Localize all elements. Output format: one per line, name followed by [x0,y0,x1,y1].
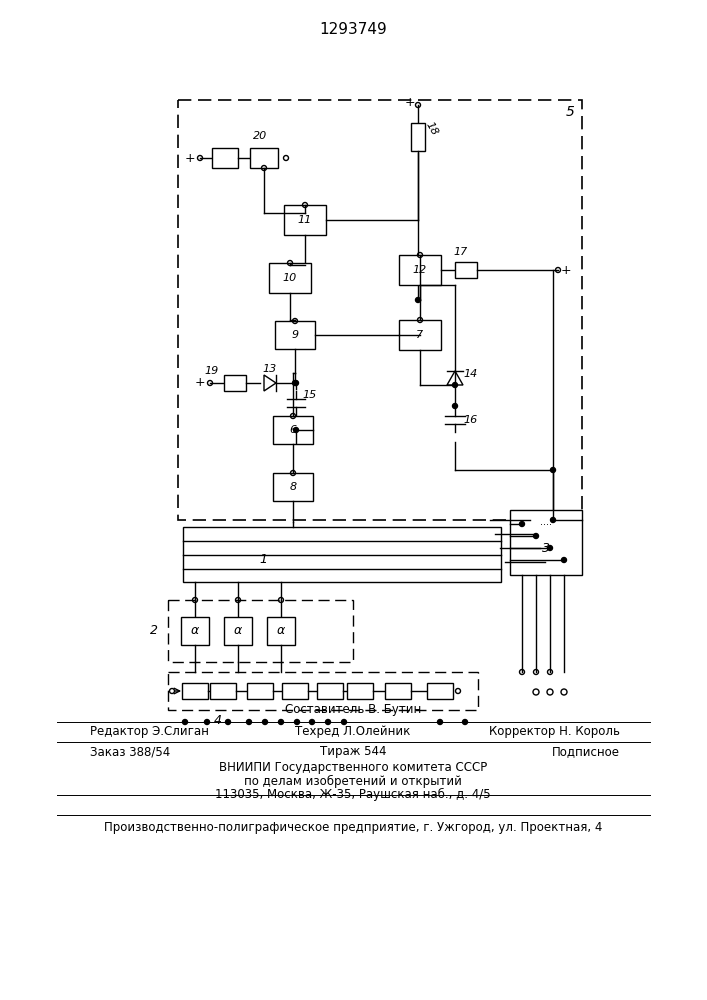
Text: +: + [185,151,195,164]
Bar [250,148,278,168]
Bar [385,683,411,699]
Text: Тираж 544: Тираж 544 [320,746,386,758]
Bar [178,100,582,520]
Text: 13: 13 [263,364,277,374]
Bar [399,320,441,350]
Text: Производственно-полиграфическое предприятие, г. Ужгород, ул. Проектная, 4: Производственно-полиграфическое предприя… [104,822,602,834]
Bar [284,205,326,235]
Text: 5: 5 [566,105,574,119]
Text: 15: 15 [303,390,317,400]
Bar [317,683,343,699]
Text: 113035, Москва, Ж-35, Раушская наб., д. 4/5: 113035, Москва, Ж-35, Раушская наб., д. … [215,787,491,801]
Text: α: α [191,624,199,638]
Bar [399,255,441,285]
Circle shape [325,720,330,724]
Bar [168,672,478,710]
Text: 6: 6 [289,425,296,435]
Circle shape [293,380,298,385]
Circle shape [462,720,467,724]
Bar [212,148,238,168]
Bar [411,123,425,151]
Circle shape [182,720,187,724]
Bar [182,683,208,699]
Circle shape [279,720,284,724]
Text: +: + [561,263,571,276]
Text: Подписное: Подписное [552,746,620,758]
Circle shape [438,720,443,724]
Circle shape [262,720,267,724]
Circle shape [226,720,230,724]
Bar [224,617,252,645]
Circle shape [295,720,300,724]
Text: Корректор Н. Король: Корректор Н. Король [489,726,620,738]
Bar [269,263,311,293]
Text: 11: 11 [298,215,312,225]
Text: 16: 16 [464,415,478,425]
Text: 20: 20 [253,131,267,141]
Text: ....: .... [540,517,552,527]
Bar [273,473,313,501]
Circle shape [547,546,552,550]
Bar [273,416,313,444]
Text: Редактор Э.Слиган: Редактор Э.Слиган [90,726,209,738]
Circle shape [310,720,315,724]
Bar [510,510,582,575]
Text: 2: 2 [150,624,158,638]
Text: +: + [404,96,415,108]
Bar [224,375,246,391]
Text: +: + [194,376,205,389]
Bar [455,262,477,278]
Text: 14: 14 [464,369,478,379]
Circle shape [341,720,346,724]
Text: по делам изобретений и открытий: по делам изобретений и открытий [244,774,462,788]
Circle shape [247,720,252,724]
Text: 12: 12 [413,265,427,275]
Text: α: α [277,624,285,638]
Text: 1293749: 1293749 [319,22,387,37]
Circle shape [452,403,457,408]
Bar [181,617,209,645]
Bar [247,683,273,699]
Bar [168,600,353,662]
Text: ВНИИПИ Государственного комитета СССР: ВНИИПИ Государственного комитета СССР [219,762,487,774]
Text: 17: 17 [454,247,468,257]
Text: Техред Л.Олейник: Техред Л.Олейник [296,726,411,738]
Circle shape [204,720,209,724]
Text: 3: 3 [542,542,550,555]
Text: 1: 1 [259,553,267,566]
Circle shape [520,522,525,526]
Text: 19: 19 [205,366,219,376]
Text: 10: 10 [283,273,297,283]
Bar [427,683,453,699]
Circle shape [293,380,298,385]
Circle shape [293,428,298,432]
Text: 7: 7 [416,330,423,340]
Text: Составитель В. Бутин: Составитель В. Бутин [285,704,421,716]
Text: α: α [234,624,242,638]
Bar [282,683,308,699]
Circle shape [551,468,556,473]
Text: 18: 18 [424,120,440,138]
Text: 8: 8 [289,482,296,492]
Bar [347,683,373,699]
Bar [275,321,315,349]
Circle shape [561,558,566,562]
Bar [183,527,501,582]
Bar [267,617,295,645]
Circle shape [551,518,556,522]
Bar [210,683,236,699]
Text: 4: 4 [214,714,222,726]
Text: 9: 9 [291,330,298,340]
Circle shape [452,382,457,387]
Circle shape [416,298,421,302]
Text: Заказ 388/54: Заказ 388/54 [90,746,170,758]
Circle shape [534,534,539,538]
